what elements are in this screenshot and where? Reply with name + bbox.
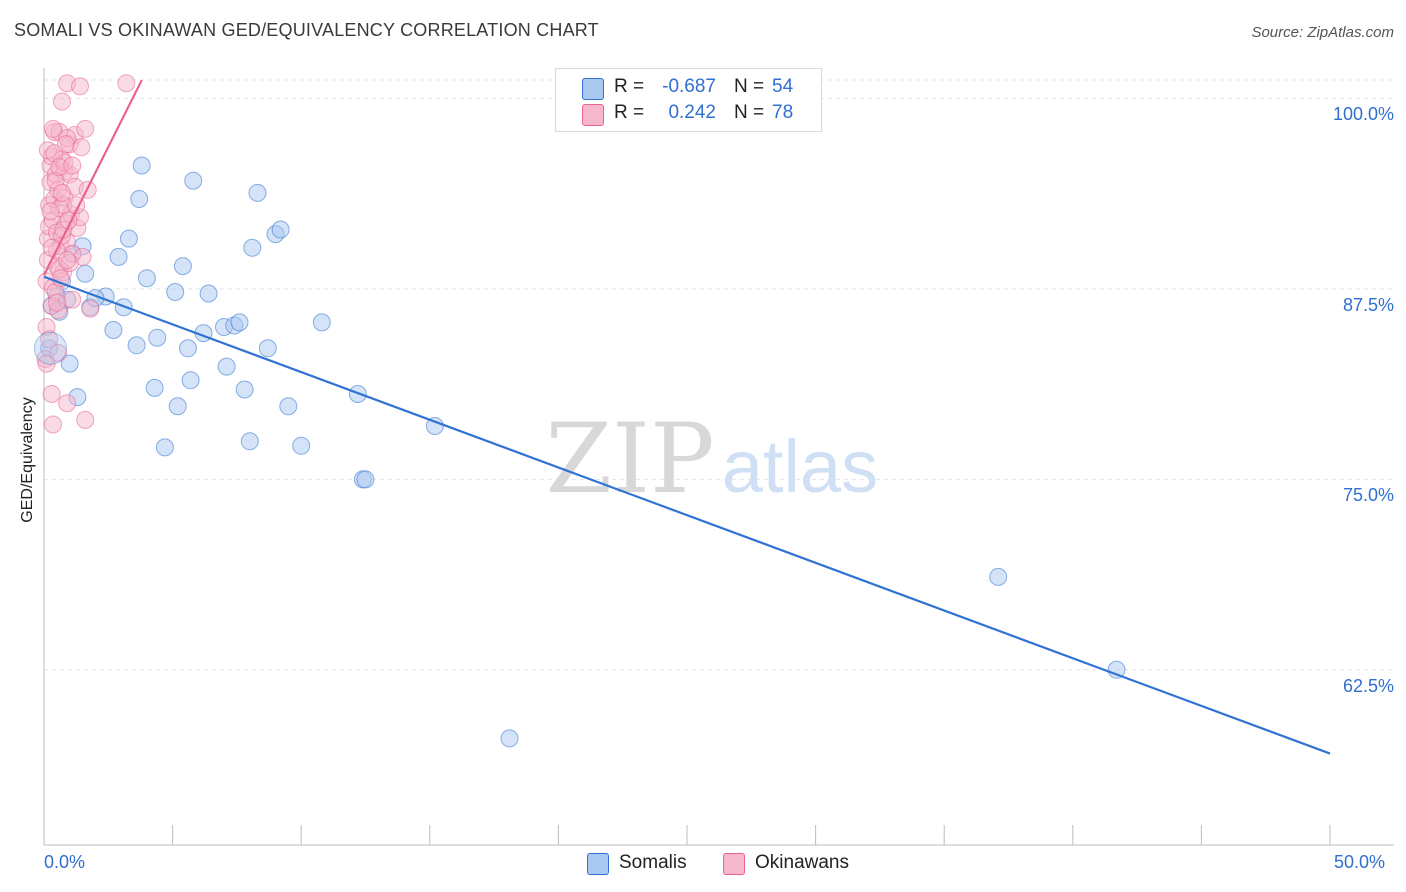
somalis-point: [166, 283, 185, 301]
okinawans-point: [41, 202, 60, 221]
axes: [43, 68, 1394, 846]
okinawans-point: [81, 299, 100, 318]
n-value: 54: [772, 76, 794, 97]
watermark-atlas: atlas: [722, 425, 878, 508]
okinawans-point: [42, 385, 61, 403]
somalis-point: [258, 339, 277, 358]
y-tick-label: 87.5%: [1342, 294, 1394, 315]
somalis-point: [235, 380, 254, 399]
somalis-point: [271, 220, 290, 239]
somalis-point: [243, 238, 262, 257]
somalis-point: [60, 354, 79, 373]
somalis-legend-icon: [587, 853, 609, 875]
somalis-point: [312, 313, 331, 332]
somalis-point: [109, 247, 128, 266]
somalis-point: [356, 470, 375, 489]
somalis-point: [119, 229, 138, 248]
somalis-point: [155, 438, 174, 457]
somalis-point: [127, 336, 146, 355]
okinawans-point: [53, 92, 71, 111]
source-label: Source: ZipAtlas.com: [1251, 24, 1394, 41]
somalis-point: [173, 257, 192, 276]
r-value: 0.242: [668, 102, 716, 123]
r-label: R =: [614, 76, 645, 97]
okinawans-point: [72, 138, 91, 157]
somalis-trend-line: [43, 275, 1331, 755]
y-tick-label: 62.5%: [1342, 675, 1394, 696]
data-points: [33, 74, 1126, 748]
x-tick-label-max: 50.0%: [1334, 852, 1386, 872]
r-value: -0.687: [662, 76, 716, 97]
chart-title: SOMALI VS OKINAWAN GED/EQUIVALENCY CORRE…: [14, 20, 599, 40]
y-tick-label: 75.0%: [1342, 485, 1394, 506]
okinawans-point: [44, 119, 62, 138]
somalis-point: [168, 397, 187, 416]
somalis-point: [425, 417, 444, 435]
legend-label: Okinawans: [755, 852, 849, 873]
legend-label: Somalis: [619, 852, 687, 873]
somalis-point: [217, 357, 236, 376]
somalis-point: [184, 171, 203, 190]
somalis-point: [132, 156, 151, 175]
x-tick-label-min: 0.0%: [44, 852, 86, 872]
somalis-point: [130, 190, 149, 208]
somalis-point: [179, 339, 197, 358]
okinawans-legend-icon: [723, 853, 745, 875]
r-label: R =: [614, 102, 645, 123]
stats-row-okinawans: R = 0.242 N = 78: [556, 102, 821, 130]
somalis-point: [145, 378, 164, 397]
trend-lines: [43, 79, 1331, 755]
somalis-point-large: [33, 331, 67, 365]
watermark-zip: ZIP: [545, 403, 714, 515]
n-label: N =: [734, 76, 765, 97]
somalis-point: [137, 269, 156, 288]
okinawans-point: [56, 135, 75, 154]
okinawans-point: [117, 74, 136, 93]
somalis-point: [104, 321, 123, 339]
okinawans-point: [44, 415, 62, 434]
okinawans-point: [63, 156, 82, 175]
okinawans-point: [58, 394, 77, 413]
y-tick-label: 100.0%: [1332, 104, 1394, 125]
okinawans-swatch-icon: [582, 104, 604, 126]
okinawans-point: [71, 77, 89, 96]
somalis-point: [240, 432, 259, 451]
somalis-point: [1107, 660, 1126, 679]
okinawans-point: [40, 330, 59, 349]
somalis-point: [199, 284, 218, 303]
okinawans-point: [53, 183, 71, 202]
watermark: ZIP atlas: [545, 403, 878, 515]
somalis-point: [248, 183, 267, 202]
n-label: N =: [734, 102, 765, 123]
somalis-point: [230, 313, 249, 332]
okinawans-point: [76, 119, 95, 138]
somalis-point: [181, 371, 200, 390]
n-value: 78: [772, 102, 794, 123]
somalis-point: [279, 397, 298, 416]
grid-lines: [44, 79, 1394, 671]
somalis-point: [989, 567, 1008, 586]
stats-row-somalis: R = -0.687 N = 54: [556, 76, 821, 104]
somalis-point: [292, 436, 311, 455]
okinawans-point: [49, 343, 68, 362]
okinawans-point: [47, 293, 66, 312]
stats-legend-box: R = -0.687 N = 54 R = 0.242 N = 78: [555, 68, 822, 132]
okinawans-point: [63, 290, 82, 309]
okinawans-point: [58, 251, 77, 269]
somalis-swatch-icon: [582, 78, 604, 100]
okinawans-point: [37, 354, 56, 373]
somalis-point: [76, 264, 95, 283]
okinawans-trend-line: [43, 79, 143, 276]
okinawans-point: [76, 410, 95, 429]
somalis-point: [500, 729, 519, 748]
somalis-point: [148, 328, 167, 347]
